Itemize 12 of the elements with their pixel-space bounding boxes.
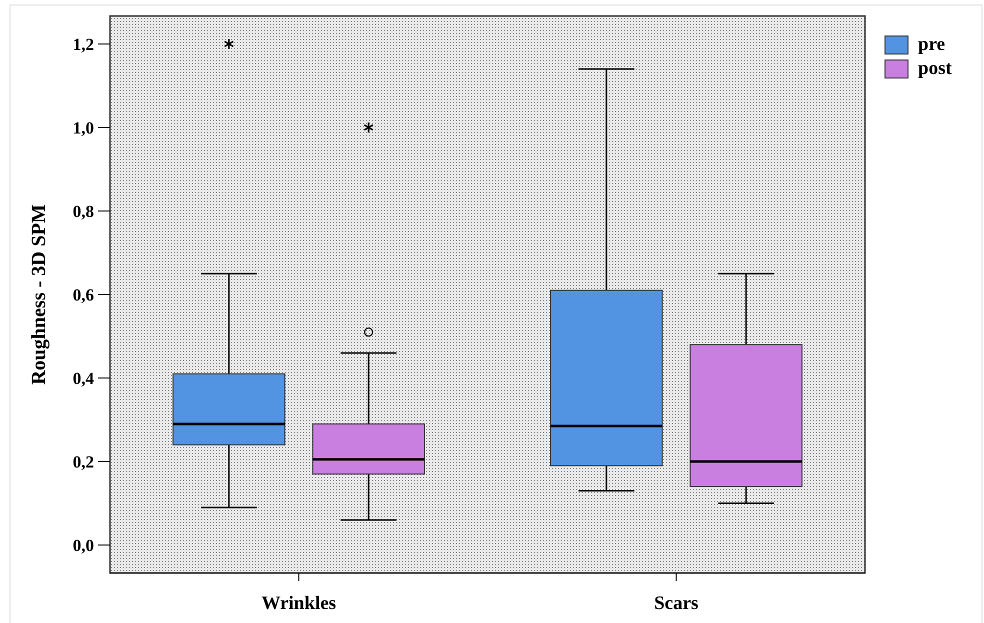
legend-label: post [918,58,952,79]
y-tick-label: 0,8 [72,202,94,221]
y-tick-label: 1,2 [72,34,94,54]
y-tick-label: 0,6 [72,285,94,304]
y-tick-label: 1,0 [72,118,94,138]
y-axis-title: Roughness - 3D SPM [28,204,50,385]
y-tick-label: 0,4 [72,368,94,388]
legend-label: pre [918,34,946,55]
y-tick-label: 0,0 [72,536,94,555]
x-tick-label: Scars [654,593,698,614]
y-tick-label: 0,2 [72,452,94,472]
x-tick-label: Wrinkles [261,593,336,614]
